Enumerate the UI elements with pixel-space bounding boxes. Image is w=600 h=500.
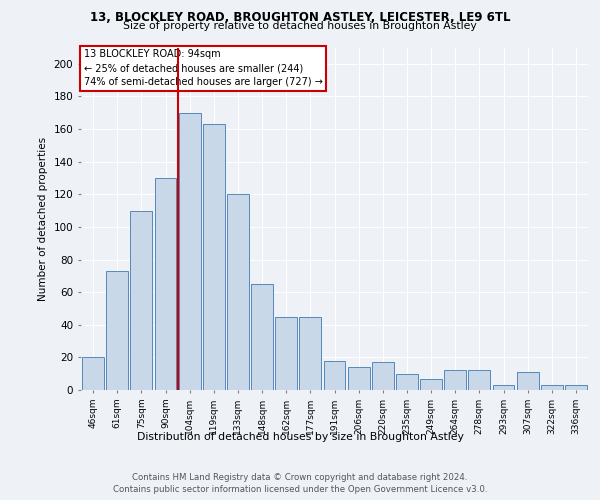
Bar bbox=[445, 370, 466, 390]
Text: 13 BLOCKLEY ROAD: 94sqm
← 25% of detached houses are smaller (244)
74% of semi-d: 13 BLOCKLEY ROAD: 94sqm ← 25% of detache… bbox=[83, 49, 322, 87]
Text: Distribution of detached houses by size in Broughton Astley: Distribution of detached houses by size … bbox=[137, 432, 463, 442]
Y-axis label: Number of detached properties: Number of detached properties bbox=[38, 136, 48, 301]
Bar bbox=[275, 316, 297, 390]
Text: Contains HM Land Registry data © Crown copyright and database right 2024.: Contains HM Land Registry data © Crown c… bbox=[132, 472, 468, 482]
Bar bbox=[541, 385, 563, 390]
Bar bbox=[203, 124, 224, 390]
Text: 13, BLOCKLEY ROAD, BROUGHTON ASTLEY, LEICESTER, LE9 6TL: 13, BLOCKLEY ROAD, BROUGHTON ASTLEY, LEI… bbox=[90, 11, 510, 24]
Bar bbox=[493, 385, 514, 390]
Text: Contains public sector information licensed under the Open Government Licence v3: Contains public sector information licen… bbox=[113, 485, 487, 494]
Bar bbox=[106, 271, 128, 390]
Bar bbox=[251, 284, 273, 390]
Bar bbox=[348, 367, 370, 390]
Bar bbox=[227, 194, 249, 390]
Bar bbox=[155, 178, 176, 390]
Text: Size of property relative to detached houses in Broughton Astley: Size of property relative to detached ho… bbox=[123, 21, 477, 31]
Bar bbox=[299, 316, 321, 390]
Bar bbox=[517, 372, 539, 390]
Bar bbox=[396, 374, 418, 390]
Bar bbox=[565, 385, 587, 390]
Bar bbox=[420, 378, 442, 390]
Bar bbox=[82, 358, 104, 390]
Bar bbox=[130, 210, 152, 390]
Bar bbox=[372, 362, 394, 390]
Bar bbox=[179, 112, 200, 390]
Bar bbox=[323, 360, 346, 390]
Bar bbox=[469, 370, 490, 390]
